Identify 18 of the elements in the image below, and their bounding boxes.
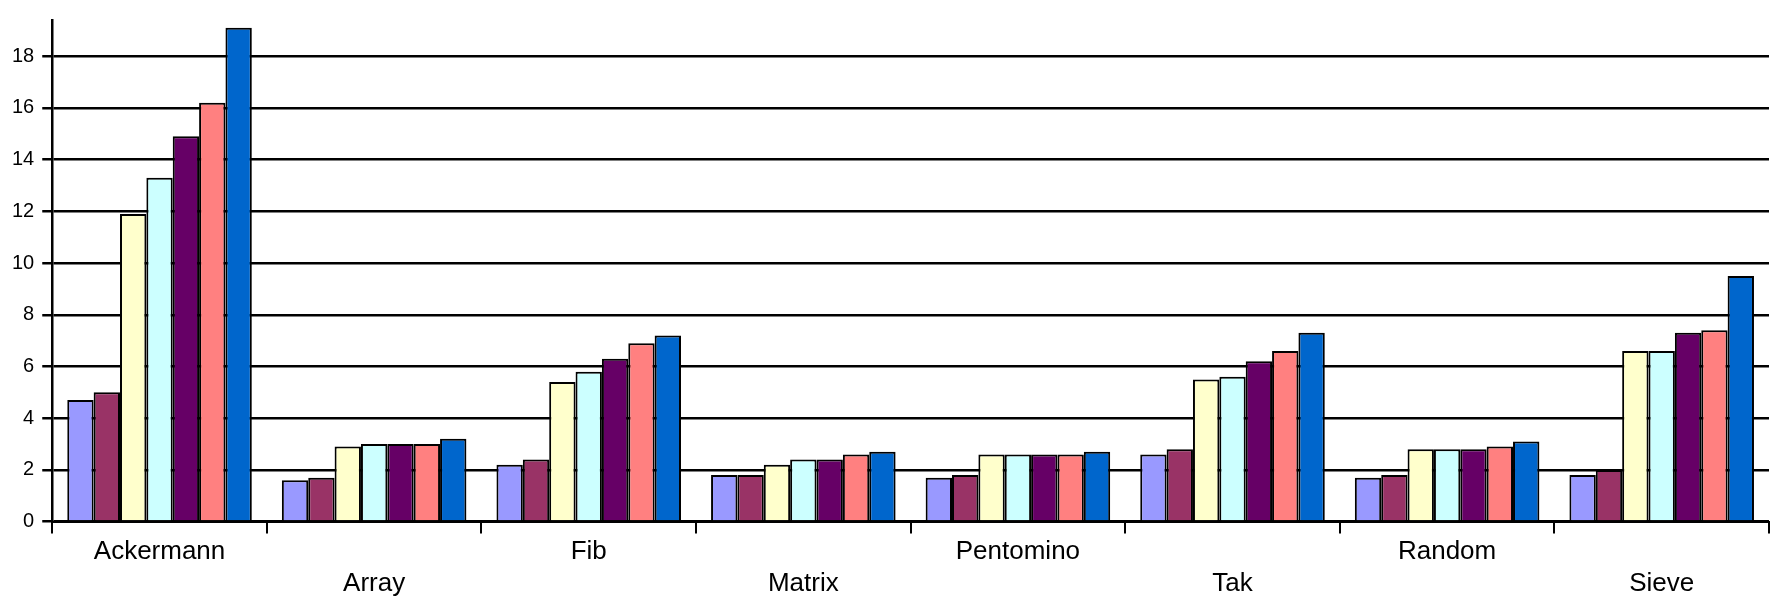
y-tick-label: 10 bbox=[12, 250, 35, 273]
x-tick-label: Sieve bbox=[1629, 566, 1695, 597]
y-tick-label: 4 bbox=[23, 405, 35, 428]
y-tick-label: 6 bbox=[23, 353, 35, 376]
x-tick-label: Array bbox=[343, 566, 406, 597]
y-tick-label: 12 bbox=[12, 198, 35, 221]
y-tick-label: 8 bbox=[23, 302, 35, 325]
x-tick-label: Tak bbox=[1212, 566, 1254, 597]
x-tick-label: Random bbox=[1397, 535, 1497, 566]
y-tick-label: 16 bbox=[12, 95, 35, 118]
y-tick-label: 0 bbox=[23, 509, 35, 532]
y-tick-label: 2 bbox=[23, 457, 35, 480]
x-tick-label: Matrix bbox=[767, 566, 839, 597]
x-tick-label: Ackermann bbox=[93, 535, 226, 566]
x-tick-label: Fib bbox=[570, 535, 607, 566]
y-tick-label: 18 bbox=[12, 43, 35, 66]
x-tick-label: Pentomino bbox=[955, 535, 1081, 566]
y-tick-label: 14 bbox=[12, 147, 35, 170]
